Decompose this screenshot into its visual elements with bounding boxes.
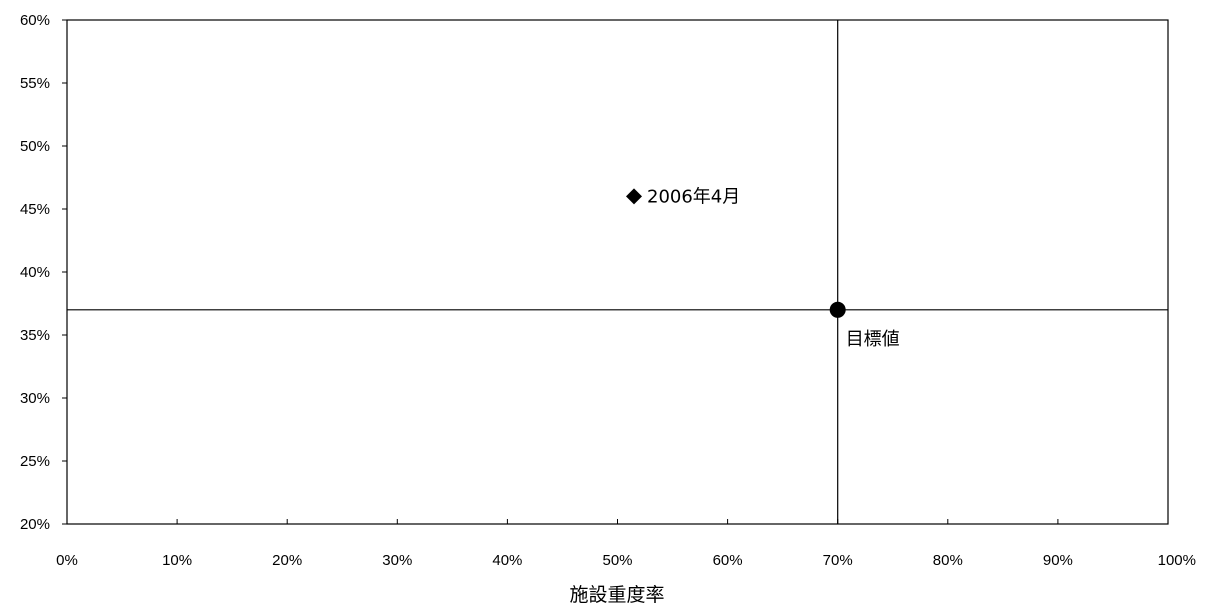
x-tick-label: 30% xyxy=(382,552,412,569)
y-tick-label: 40% xyxy=(20,264,50,281)
x-axis-title: 施設重度率 xyxy=(569,584,664,606)
x-axis-ticks: 0% 10% 20% 30% 40% 50% 60% 70% 80% 90% 100% xyxy=(56,519,1196,569)
x-tick-label: 0% xyxy=(56,552,78,569)
point-label: 目標値 xyxy=(846,329,900,350)
x-tick-label: 100% xyxy=(1158,552,1196,569)
y-tick-label: 60% xyxy=(20,12,50,29)
x-tick-label: 90% xyxy=(1043,552,1073,569)
y-axis-ticks: 20% 25% 30% 35% 40% 45% 50% 55% 60% xyxy=(20,12,67,533)
point-label: 2006年4月 xyxy=(647,186,740,207)
x-tick-label: 40% xyxy=(492,552,522,569)
y-tick-label: 55% xyxy=(20,75,50,92)
y-tick-label: 25% xyxy=(20,453,50,470)
point-circle xyxy=(829,301,846,318)
plot-frame xyxy=(66,19,1169,525)
y-tick-label: 35% xyxy=(20,327,50,344)
x-tick-label: 20% xyxy=(272,552,302,569)
y-tick-label: 45% xyxy=(20,201,50,218)
x-tick-label: 70% xyxy=(823,552,853,569)
point-diamond xyxy=(626,188,643,205)
y-tick-label: 30% xyxy=(20,390,50,407)
x-tick-label: 60% xyxy=(713,552,743,569)
y-tick-label: 50% xyxy=(20,138,50,155)
x-tick-label: 10% xyxy=(162,552,192,569)
y-tick-label: 20% xyxy=(20,516,50,533)
x-tick-label: 50% xyxy=(602,552,632,569)
x-tick-label: 80% xyxy=(933,552,963,569)
